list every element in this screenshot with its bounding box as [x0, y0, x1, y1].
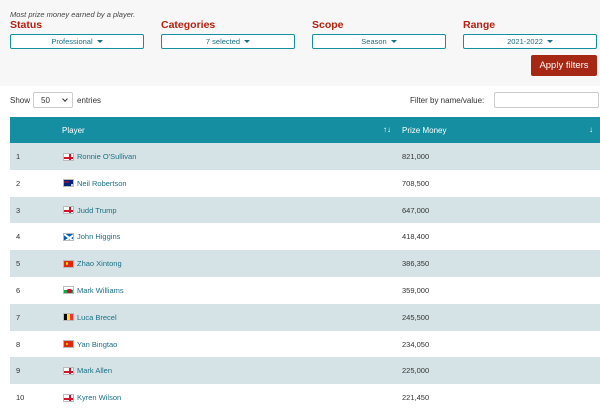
scope-dropdown-value: Season [361, 37, 387, 46]
rank-cell: 8 [16, 339, 21, 349]
england-flag-icon [63, 393, 74, 402]
player-cell[interactable]: John Higgins [63, 232, 120, 241]
table-row: 8 Yan Bingtao 234,050 [10, 330, 600, 358]
status-dropdown[interactable]: Professional [10, 34, 144, 49]
table-row: 6 Mark Williams 359,000 [10, 276, 600, 304]
sort-icon[interactable]: ↑↓ [383, 125, 391, 134]
table-body: 1 Ronnie O'Sullivan 821,000 2 Neil Rober… [10, 143, 600, 411]
entries-per-page-select[interactable]: 50 [33, 92, 73, 108]
entries-label: entries [77, 96, 102, 105]
player-cell[interactable]: Mark Williams [63, 286, 124, 295]
table-row: 10 Kyren Wilson 221,450 [10, 384, 600, 411]
rank-cell: 10 [16, 393, 25, 403]
rank-cell: 7 [16, 312, 21, 322]
filter-scope: Scope Season [312, 19, 446, 49]
prize-money-cell: 418,400 [402, 232, 430, 242]
filter-status: Status Professional [10, 19, 144, 49]
status-dropdown-value: Professional [51, 37, 93, 46]
prize-money-cell: 647,000 [402, 205, 430, 215]
caret-down-icon [390, 40, 397, 43]
filter-panel: Most prize money earned by a player. Sta… [0, 0, 600, 86]
filter-status-label: Status [10, 19, 43, 31]
player-cell[interactable]: Judd Trump [63, 206, 117, 215]
prize-money-cell: 359,000 [402, 285, 430, 295]
table-row: 2 Neil Robertson 708,500 [10, 169, 600, 197]
player-name-link[interactable]: Kyren Wilson [77, 393, 122, 403]
wales-flag-icon [63, 286, 74, 295]
table-controls: Show 50 entries Filter by name/value: [10, 92, 600, 110]
prize-money-cell: 234,050 [402, 339, 430, 349]
prize-money-cell: 708,500 [402, 178, 430, 188]
filter-scope-label: Scope [312, 19, 344, 31]
filter-range-label: Range [463, 19, 496, 31]
filter-range: Range 2021-2022 [463, 19, 597, 49]
player-cell[interactable]: Kyren Wilson [63, 393, 121, 402]
player-cell[interactable]: Luca Brecel [63, 313, 117, 322]
player-name-link[interactable]: Yan Bingtao [77, 339, 118, 349]
filter-label: Filter by name/value: [410, 96, 485, 105]
player-cell[interactable]: Yan Bingtao [63, 340, 117, 349]
caret-down-icon [244, 40, 251, 43]
prize-money-cell: 245,500 [402, 312, 430, 322]
belgium-flag-icon [63, 313, 74, 322]
categories-dropdown[interactable]: 7 selected [161, 34, 295, 49]
player-name-link[interactable]: Zhao Xintong [77, 259, 122, 269]
table-row: 7 Luca Brecel 245,500 [10, 303, 600, 331]
rank-cell: 5 [16, 259, 21, 269]
table-row: 1 Ronnie O'Sullivan 821,000 [10, 143, 600, 170]
player-cell[interactable]: Ronnie O'Sullivan [63, 152, 136, 161]
filter-categories-label: Categories [161, 19, 216, 31]
player-name-link[interactable]: Ronnie O'Sullivan [77, 152, 137, 161]
filter-categories: Categories 7 selected [161, 19, 295, 49]
table-header: Player ↑↓ Prize Money ↓ [10, 117, 600, 143]
show-label: Show [10, 96, 31, 105]
scotland-flag-icon [63, 232, 74, 241]
player-cell[interactable]: Zhao Xintong [63, 259, 122, 268]
rank-cell: 6 [16, 285, 21, 295]
apply-filters-button[interactable]: Apply filters [531, 55, 597, 76]
column-header-player[interactable]: Player [62, 126, 85, 135]
player-name-link[interactable]: Judd Trump [77, 205, 117, 215]
range-dropdown-value: 2021-2022 [507, 37, 543, 46]
prize-money-cell: 821,000 [402, 152, 430, 161]
prize-money-cell: 225,000 [402, 366, 430, 376]
australia-flag-icon [63, 179, 74, 188]
rank-cell: 1 [16, 152, 21, 161]
rank-cell: 2 [16, 178, 21, 188]
page-caption: Most prize money earned by a player. [10, 10, 136, 19]
player-cell[interactable]: Mark Allen [63, 366, 112, 375]
scope-dropdown[interactable]: Season [312, 34, 446, 49]
entries-value: 50 [41, 95, 50, 105]
sort-desc-icon[interactable]: ↓ [589, 125, 593, 134]
filter-input[interactable] [494, 92, 599, 108]
column-header-prize-money[interactable]: Prize Money [402, 126, 447, 135]
prize-money-cell: 386,350 [402, 259, 430, 269]
categories-dropdown-value: 7 selected [205, 37, 241, 46]
player-name-link[interactable]: Mark Allen [77, 366, 113, 376]
caret-down-icon [96, 40, 103, 43]
table-row: 3 Judd Trump 647,000 [10, 196, 600, 224]
table-row: 4 John Higgins 418,400 [10, 223, 600, 251]
caret-down-icon [546, 40, 553, 43]
chevron-down-icon [62, 96, 68, 102]
england-flag-icon [63, 206, 74, 215]
england-flag-icon [63, 366, 74, 375]
player-name-link[interactable]: Luca Brecel [77, 312, 117, 322]
rank-cell: 9 [16, 366, 21, 376]
prize-money-cell: 221,450 [402, 393, 430, 403]
player-cell[interactable]: Neil Robertson [63, 179, 127, 188]
rank-cell: 4 [16, 232, 21, 242]
china-flag-icon [63, 340, 74, 349]
player-name-link[interactable]: John Higgins [77, 232, 121, 242]
player-name-link[interactable]: Neil Robertson [77, 178, 127, 188]
table-row: 9 Mark Allen 225,000 [10, 357, 600, 385]
table-row: 5 Zhao Xintong 386,350 [10, 250, 600, 277]
range-dropdown[interactable]: 2021-2022 [463, 34, 597, 49]
player-name-link[interactable]: Mark Williams [77, 285, 124, 295]
prize-money-table: Player ↑↓ Prize Money ↓ 1 Ronnie O'Sulli… [10, 117, 600, 411]
china-flag-icon [63, 259, 74, 268]
rank-cell: 3 [16, 205, 21, 215]
england-flag-icon [63, 152, 74, 161]
